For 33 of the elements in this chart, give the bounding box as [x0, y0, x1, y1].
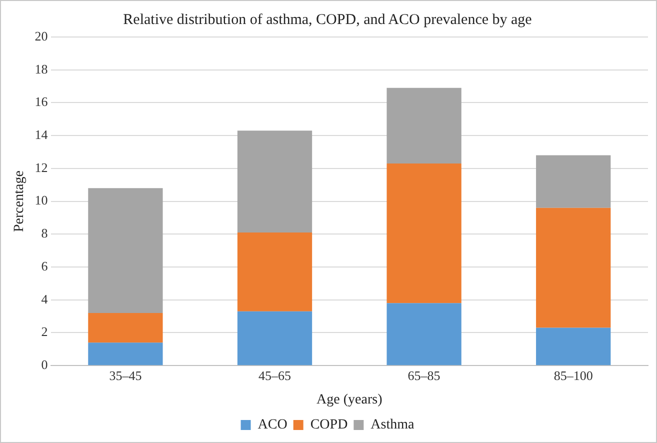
x-tick-label: 35–45: [109, 368, 142, 383]
bar: [237, 232, 312, 312]
y-tick-label: 8: [41, 226, 48, 241]
y-tick-label: 2: [41, 324, 48, 340]
bar: [237, 311, 312, 366]
chart-title: Relative distribution of asthma, COPD, and ACO prevalence by age: [123, 12, 532, 28]
y-tick-label: 10: [34, 192, 48, 208]
legend-label: ACO: [258, 418, 288, 433]
bar: [386, 88, 462, 164]
bar: [536, 208, 611, 328]
x-tick-label: 85–100: [554, 368, 593, 383]
y-tick-label: 18: [34, 61, 48, 76]
bar: [88, 313, 163, 343]
bar: [536, 155, 611, 208]
bar: [237, 130, 312, 233]
y-tick-label: 14: [34, 127, 48, 142]
y-tick-label: 4: [41, 291, 48, 306]
y-tick-label: 16: [34, 94, 48, 110]
x-tick-label: 65–85: [408, 368, 440, 383]
y-tick-label: 6: [41, 258, 48, 274]
bar: [386, 303, 462, 366]
bar: [88, 188, 163, 314]
y-tick-label: 0: [41, 357, 48, 372]
legend-label: Asthma: [370, 418, 416, 433]
bar: [386, 164, 462, 304]
x-axis-title: Age (years): [316, 392, 383, 408]
x-tick-label: 45–65: [258, 368, 291, 383]
y-axis-title: Percentage: [12, 170, 28, 232]
y-tick-label: 12: [34, 160, 48, 175]
legend-label: COPD: [310, 418, 348, 433]
y-tick-label: 20: [34, 28, 48, 44]
bar: [88, 342, 163, 366]
bar: [536, 328, 611, 366]
